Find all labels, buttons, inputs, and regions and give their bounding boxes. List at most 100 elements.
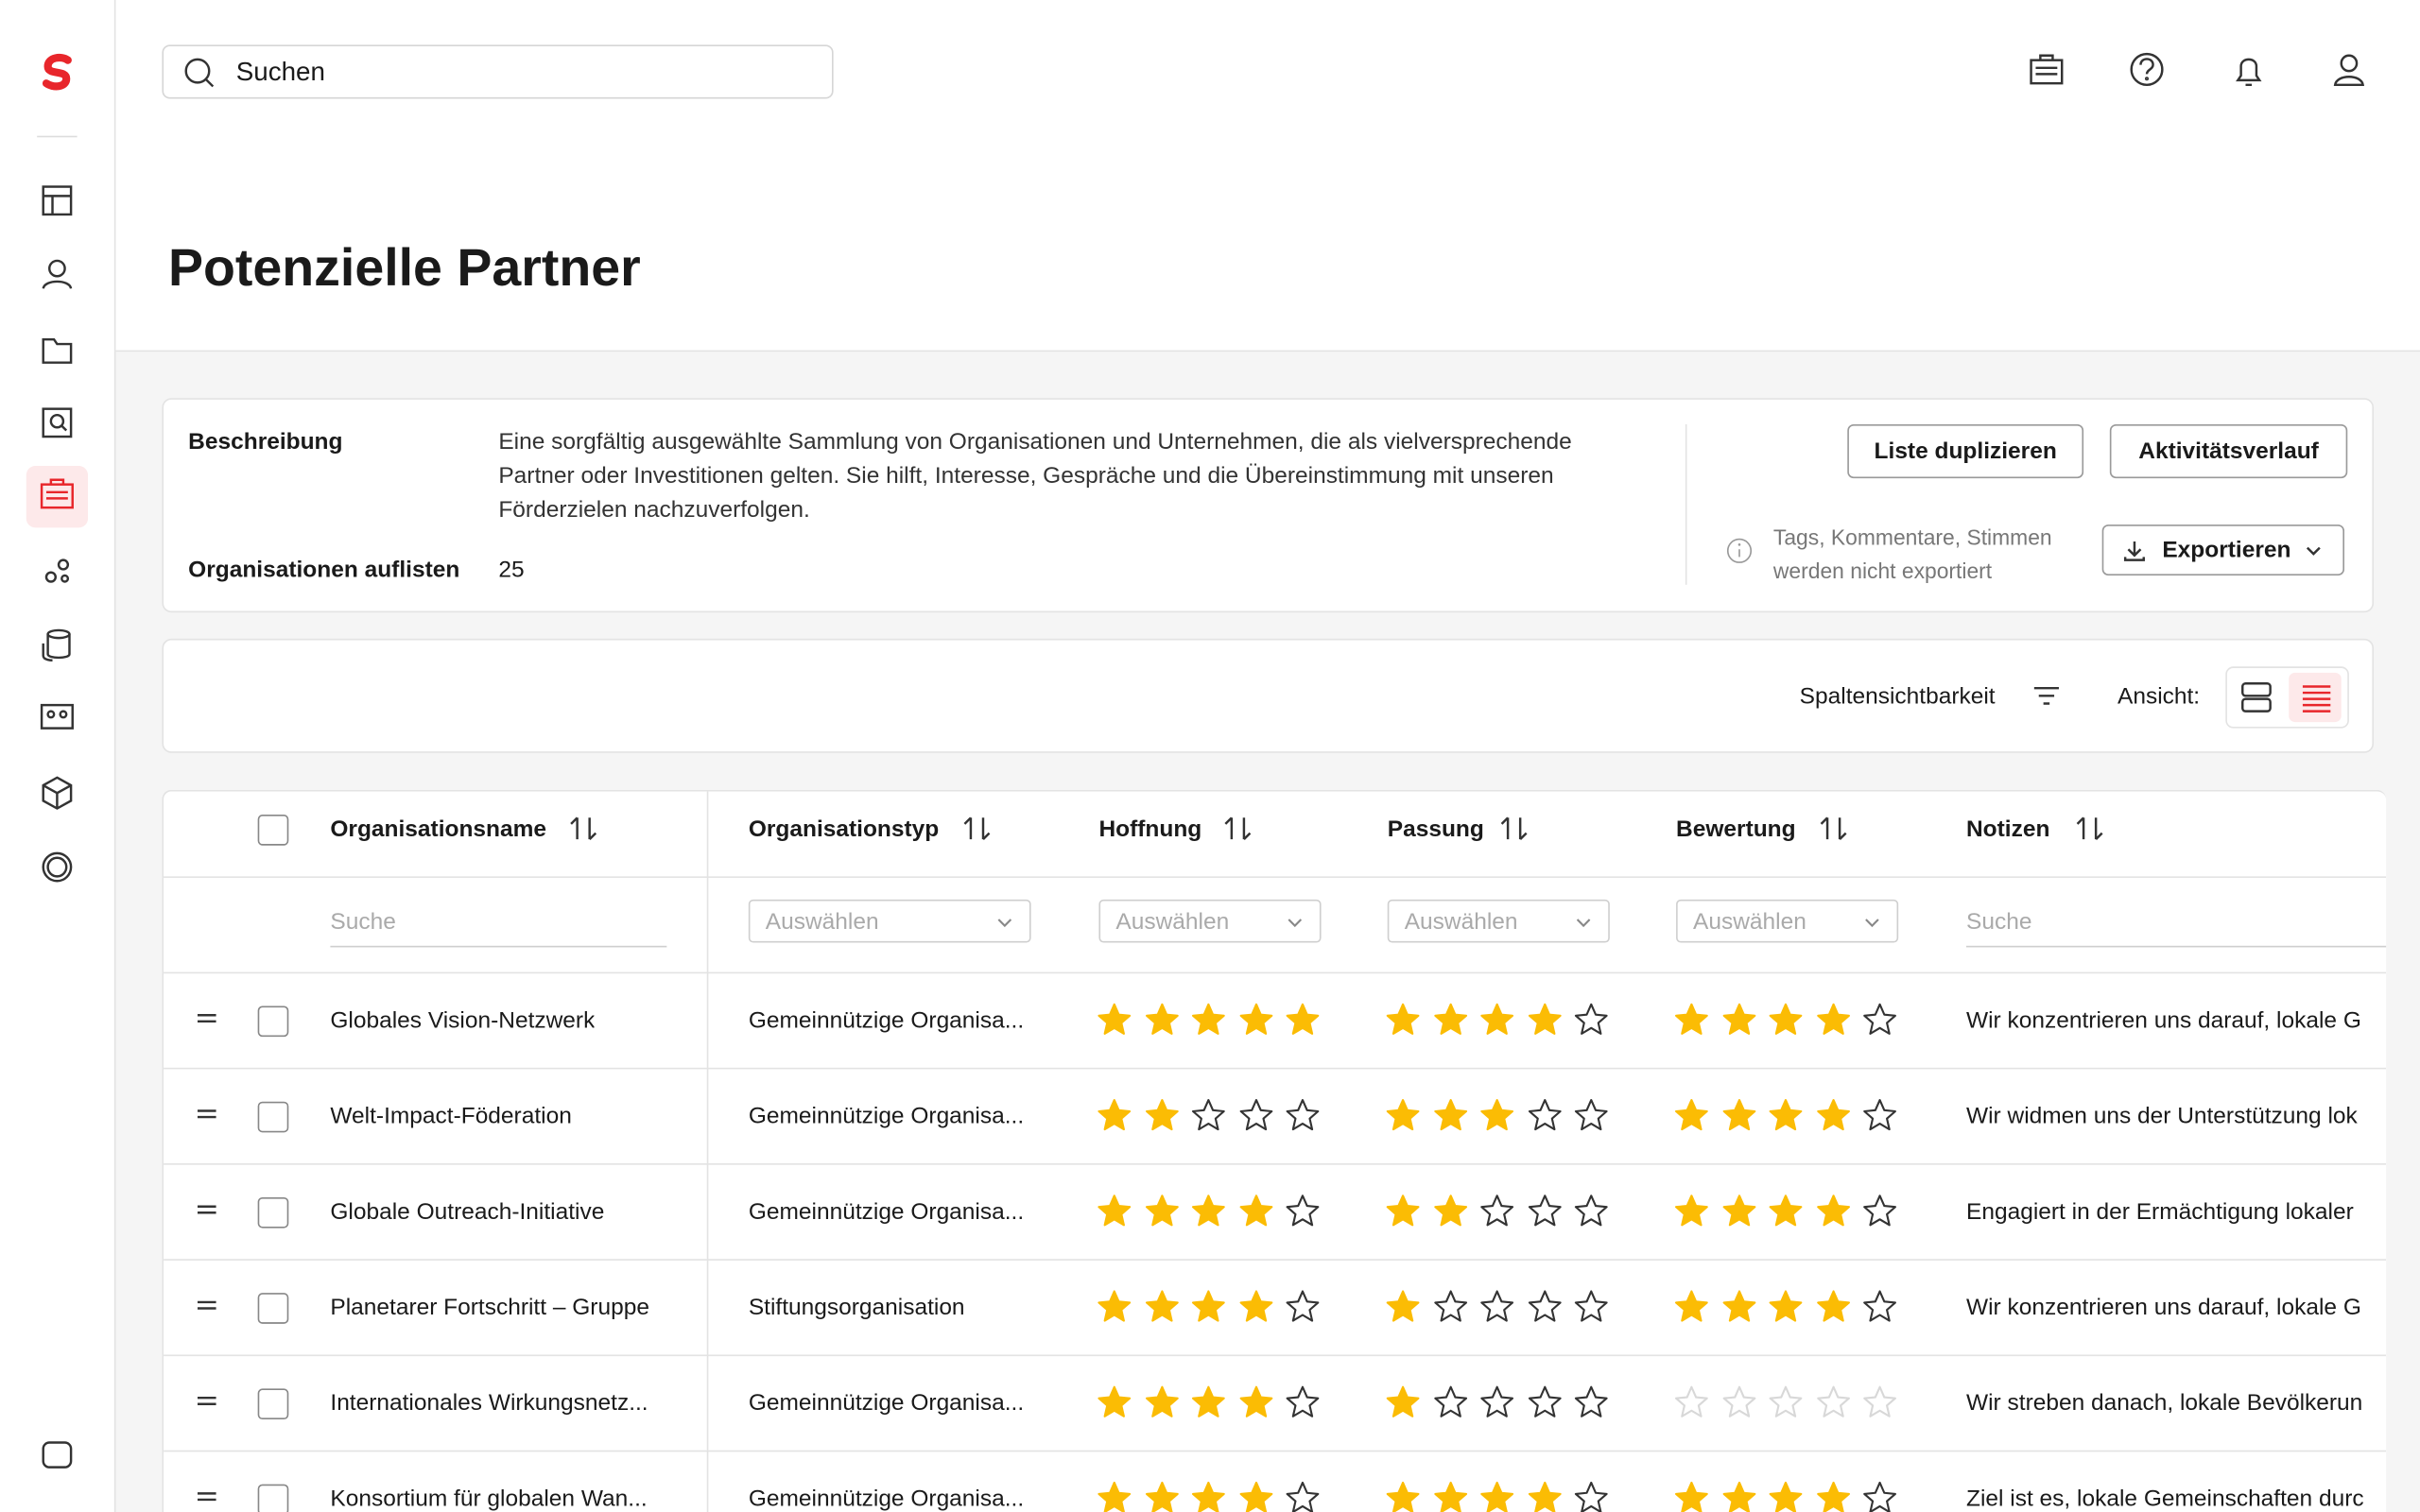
rating-star[interactable]: [1237, 1002, 1274, 1039]
rating-star[interactable]: [1096, 1288, 1132, 1325]
rating-star[interactable]: [1190, 1097, 1227, 1134]
rating-star[interactable]: [1190, 1288, 1227, 1325]
rating-star[interactable]: [1768, 1097, 1805, 1134]
rating-star[interactable]: [1862, 1002, 1899, 1039]
rating-star[interactable]: [1384, 1097, 1421, 1134]
rating-star[interactable]: [1573, 1097, 1610, 1134]
rating-star[interactable]: [1720, 1383, 1757, 1420]
column-header[interactable]: Notizen: [1966, 816, 2050, 843]
rating-star[interactable]: [1526, 1002, 1563, 1039]
rating-star[interactable]: [1190, 1383, 1227, 1420]
filter-select[interactable]: Auswählen: [1387, 899, 1610, 943]
rating-star[interactable]: [1478, 1383, 1515, 1420]
rating-star[interactable]: [1673, 1480, 1710, 1512]
rating-star[interactable]: [1815, 1193, 1852, 1229]
rating-star[interactable]: [1862, 1288, 1899, 1325]
rating-star[interactable]: [1862, 1383, 1899, 1420]
filter-select[interactable]: Auswählen: [1676, 899, 1899, 943]
row-checkbox[interactable]: [257, 1388, 289, 1420]
rating-star[interactable]: [1526, 1480, 1563, 1512]
search-box[interactable]: Suchen: [162, 44, 834, 99]
rating-star[interactable]: [1431, 1383, 1468, 1420]
nav-icons[interactable]: [0, 0, 114, 1512]
rating-star[interactable]: [1673, 1288, 1710, 1325]
rating-star[interactable]: [1720, 1288, 1757, 1325]
column-header[interactable]: Organisationstyp: [748, 816, 940, 843]
rating-star[interactable]: [1285, 1383, 1322, 1420]
rating-star[interactable]: [1573, 1193, 1610, 1229]
rating-star[interactable]: [1673, 1002, 1710, 1039]
rating-star[interactable]: [1190, 1002, 1227, 1039]
rating-star[interactable]: [1526, 1097, 1563, 1134]
rating-star[interactable]: [1815, 1383, 1852, 1420]
rating-star[interactable]: [1768, 1383, 1805, 1420]
rating-star[interactable]: [1720, 1002, 1757, 1039]
rating-star[interactable]: [1526, 1288, 1563, 1325]
rating-star[interactable]: [1143, 1288, 1180, 1325]
column-header[interactable]: Bewertung: [1676, 816, 1796, 843]
row-checkbox[interactable]: [257, 1484, 289, 1512]
top-icons[interactable]: [2006, 46, 2377, 95]
rating-star[interactable]: [1431, 1097, 1468, 1134]
column-header[interactable]: Organisationsname: [330, 816, 547, 843]
rating-star[interactable]: [1673, 1383, 1710, 1420]
rating-star[interactable]: [1573, 1288, 1610, 1325]
column-visibility[interactable]: Spaltensichtbarkeit: [1799, 683, 1996, 711]
rating-star[interactable]: [1768, 1480, 1805, 1512]
rating-star[interactable]: [1815, 1097, 1852, 1134]
export-button[interactable]: Exportieren: [2101, 524, 2344, 576]
rating-star[interactable]: [1285, 1288, 1322, 1325]
rating-star[interactable]: [1815, 1480, 1852, 1512]
rating-star[interactable]: [1815, 1002, 1852, 1039]
rating-star[interactable]: [1384, 1193, 1421, 1229]
rating-star[interactable]: [1285, 1097, 1322, 1134]
rating-star[interactable]: [1862, 1097, 1899, 1134]
rating-star[interactable]: [1720, 1193, 1757, 1229]
row-checkbox[interactable]: [257, 1005, 289, 1038]
rating-star[interactable]: [1096, 1383, 1132, 1420]
rating-star[interactable]: [1573, 1002, 1610, 1039]
rating-star[interactable]: [1768, 1193, 1805, 1229]
activity-button[interactable]: Aktivitätsverlauf: [2109, 423, 2348, 479]
rating-star[interactable]: [1431, 1193, 1468, 1229]
rating-star[interactable]: [1720, 1480, 1757, 1512]
filter-search[interactable]: Suche: [330, 909, 667, 948]
rating-star[interactable]: [1573, 1480, 1610, 1512]
rating-star[interactable]: [1237, 1288, 1274, 1325]
rating-star[interactable]: [1237, 1097, 1274, 1134]
sort-icon[interactable]: [1498, 813, 1530, 844]
row-checkbox[interactable]: [257, 1101, 289, 1133]
rating-star[interactable]: [1478, 1002, 1515, 1039]
rating-star[interactable]: [1384, 1002, 1421, 1039]
rating-star[interactable]: [1285, 1193, 1322, 1229]
select-all-checkbox[interactable]: [257, 815, 289, 846]
rating-star[interactable]: [1096, 1097, 1132, 1134]
rating-star[interactable]: [1143, 1002, 1180, 1039]
rating-star[interactable]: [1673, 1193, 1710, 1229]
rating-star[interactable]: [1190, 1193, 1227, 1229]
sort-icon[interactable]: [568, 813, 599, 844]
rating-star[interactable]: [1285, 1480, 1322, 1512]
rating-star[interactable]: [1143, 1097, 1180, 1134]
rating-star[interactable]: [1237, 1383, 1274, 1420]
rating-star[interactable]: [1673, 1097, 1710, 1134]
column-header[interactable]: Hoffnung: [1098, 816, 1202, 843]
filter-select[interactable]: Auswählen: [748, 899, 1031, 943]
rating-star[interactable]: [1143, 1480, 1180, 1512]
rating-star[interactable]: [1478, 1288, 1515, 1325]
rating-star[interactable]: [1143, 1193, 1180, 1229]
sort-icon[interactable]: [1818, 813, 1849, 844]
row-checkbox[interactable]: [257, 1293, 289, 1324]
rating-star[interactable]: [1431, 1480, 1468, 1512]
rating-star[interactable]: [1384, 1480, 1421, 1512]
rating-star[interactable]: [1384, 1383, 1421, 1420]
filter-select[interactable]: Auswählen: [1098, 899, 1322, 943]
sort-icon[interactable]: [961, 813, 993, 844]
duplicate-button[interactable]: Liste duplizieren: [1847, 423, 2084, 479]
rating-star[interactable]: [1384, 1288, 1421, 1325]
rating-star[interactable]: [1478, 1097, 1515, 1134]
rating-star[interactable]: [1096, 1480, 1132, 1512]
rating-star[interactable]: [1815, 1288, 1852, 1325]
rating-star[interactable]: [1285, 1002, 1322, 1039]
rating-star[interactable]: [1431, 1288, 1468, 1325]
